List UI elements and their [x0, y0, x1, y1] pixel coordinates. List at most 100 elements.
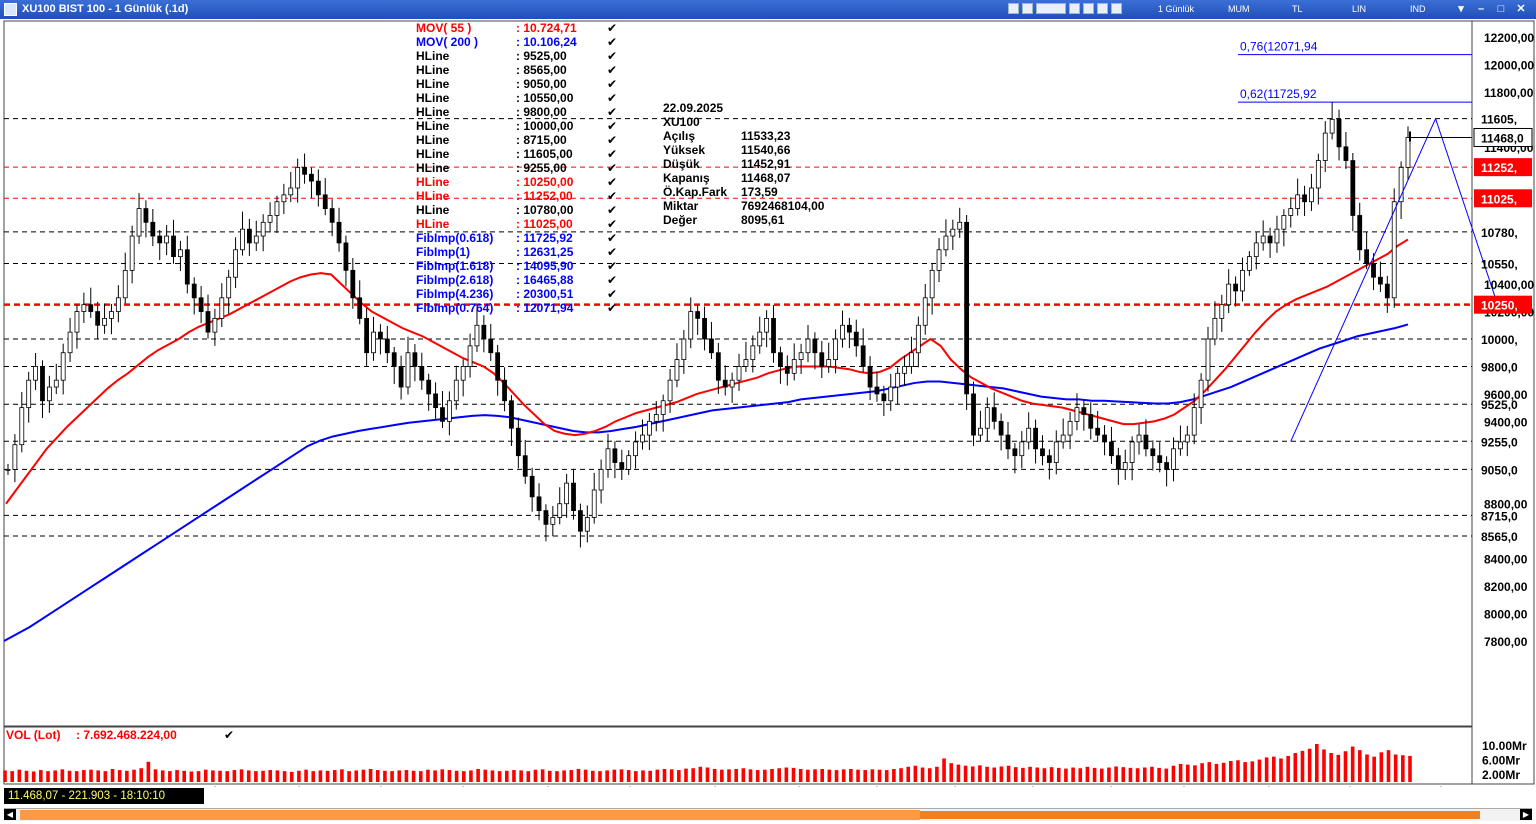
volume-bar: [970, 766, 975, 782]
candle-body: [240, 228, 245, 251]
candle-body: [867, 366, 873, 388]
candle-body: [302, 167, 307, 175]
volume-bar: [469, 770, 473, 782]
indicator-value: : 10.724,71: [516, 21, 577, 35]
candle-body: [1405, 137, 1411, 168]
volume-bar: [791, 767, 796, 782]
toolbar-currency[interactable]: TL: [1292, 4, 1303, 14]
volume-bar: [569, 770, 574, 782]
app-icon: [4, 3, 17, 16]
volume-bar: [182, 770, 187, 782]
last-price-box: [1473, 127, 1533, 147]
toolbar-chart-type[interactable]: MUM: [1228, 4, 1250, 14]
indicator-check-icon: ✔: [607, 161, 617, 175]
volume-bar: [53, 770, 57, 782]
indicator-name: FibImp(1.618): [416, 259, 493, 273]
volume-bar: [1107, 767, 1111, 782]
candle-body: [695, 311, 701, 319]
volume-bar: [368, 768, 373, 782]
volume-bar: [1099, 768, 1104, 782]
y-tick-label: 9400,00: [1484, 415, 1528, 429]
volume-bar: [684, 768, 688, 782]
y-axis-panel: [1471, 20, 1535, 785]
candle-body: [564, 482, 570, 505]
minimize-button[interactable]: –: [1477, 3, 1485, 15]
candle-body: [46, 386, 52, 402]
info-label: Miktar: [663, 199, 699, 213]
indicator-name: HLine: [416, 133, 450, 147]
maximize-button[interactable]: □: [1497, 3, 1505, 15]
candle-body: [143, 208, 149, 223]
price-chart[interactable]: 0,76(12071,94 0,62(11725,92 12200,00 12000…: [0, 19, 1536, 787]
volume-bar: [920, 767, 925, 782]
toolbar-icon[interactable]: [1036, 3, 1066, 14]
horizontal-scrollbar[interactable]: ◀ ▶: [4, 808, 1532, 821]
candle-body: [1046, 455, 1052, 463]
indicator-name: HLine: [416, 203, 450, 217]
volume-bar: [827, 769, 832, 782]
candle-body: [1171, 448, 1176, 470]
volume-bar: [1078, 768, 1083, 782]
toolbar-icon[interactable]: [1097, 3, 1108, 14]
indicator-check-icon: ✔: [607, 77, 617, 91]
indicator-check-icon: ✔: [607, 203, 617, 217]
volume-bar: [605, 770, 609, 782]
candle-body: [619, 462, 625, 470]
volume-bar: [626, 770, 631, 782]
scroll-thumb[interactable]: [20, 810, 920, 820]
volume-bar: [46, 771, 50, 782]
candle-body: [1350, 160, 1356, 216]
candle-body: [881, 393, 887, 402]
volume-bar: [1185, 764, 1190, 782]
volume-bar: [390, 771, 394, 782]
volume-bar: [1279, 758, 1283, 782]
candle-body: [40, 366, 45, 402]
candle-body: [1157, 455, 1163, 463]
candle-body: [371, 331, 376, 354]
volume-bar: [268, 770, 273, 782]
volume-bar: [146, 761, 151, 782]
volume-bar: [519, 770, 523, 782]
candle-body: [1295, 194, 1301, 209]
info-date: 22.09.2025: [663, 101, 723, 115]
candle-body: [1164, 462, 1170, 470]
candle-body: [681, 338, 687, 360]
indicator-check-icon: ✔: [607, 273, 617, 287]
candle-body: [481, 324, 487, 340]
toolbar-icon[interactable]: [1083, 3, 1094, 14]
toolbar-indicators[interactable]: IND: [1410, 4, 1426, 14]
indicator-value: : 12631,25: [516, 245, 574, 259]
fib-trend-line: [1290, 118, 1437, 442]
toolbar-scale[interactable]: LIN: [1352, 4, 1367, 14]
indicator-check-icon: ✔: [607, 301, 617, 315]
y-tick-label: 7800,00: [1484, 635, 1528, 649]
candle-body: [764, 318, 770, 333]
y-tick-label: 9600,00: [1484, 388, 1528, 402]
close-button[interactable]: ✕: [1516, 3, 1526, 15]
volume-bar: [89, 769, 93, 782]
toolbar-icon[interactable]: [1008, 3, 1019, 14]
volume-bar: [490, 770, 495, 782]
candle-body: [336, 221, 342, 244]
window-menu-button[interactable]: ▾: [1458, 3, 1464, 15]
candle-body: [598, 469, 604, 491]
candle-body: [1281, 215, 1287, 230]
volume-bar: [1035, 767, 1040, 782]
toolbar-icon[interactable]: [1069, 3, 1080, 14]
indicator-name: MOV( 55 ): [416, 21, 471, 35]
volume-bar: [289, 771, 294, 782]
volume-bar: [325, 770, 330, 782]
volume-bar: [10, 771, 14, 782]
candle-body: [771, 318, 776, 354]
volume-bar: [383, 770, 387, 782]
candle-body: [467, 345, 473, 367]
toolbar-period[interactable]: 1 Günlük: [1158, 4, 1195, 14]
toolbar-icon[interactable]: [1022, 3, 1033, 14]
scroll-left-button[interactable]: ◀: [4, 809, 16, 820]
volume-bar: [1157, 767, 1161, 782]
volume-bar: [347, 771, 351, 782]
scroll-right-button[interactable]: ▶: [1520, 809, 1532, 820]
volume-bar: [512, 770, 516, 782]
indicator-value: : 9255,00: [516, 161, 567, 175]
toolbar-icon[interactable]: [1111, 3, 1122, 14]
